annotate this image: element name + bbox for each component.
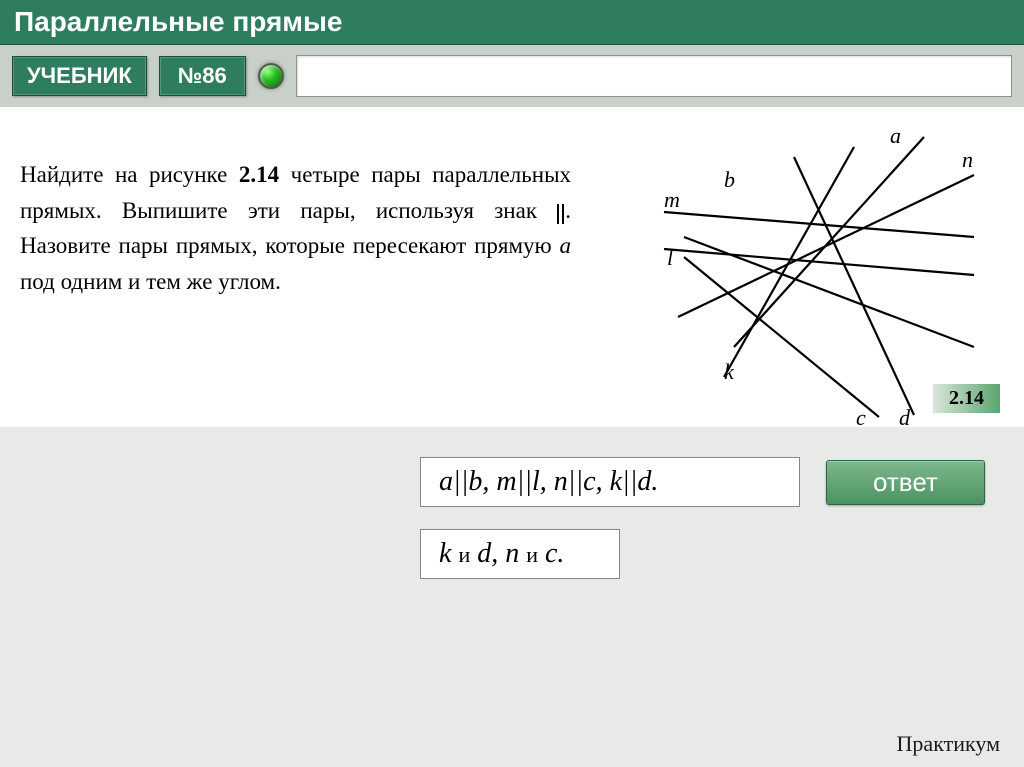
- toolbar: УЧЕБНИК №86: [0, 45, 1024, 107]
- page-title: Параллельные прямые: [14, 6, 343, 37]
- line-label-b: b: [724, 167, 735, 192]
- textbook-button[interactable]: УЧЕБНИК: [12, 56, 147, 96]
- problem-number-badge: №86: [159, 56, 246, 96]
- line-m: [664, 212, 974, 237]
- answer-zone: a||b, m||l, n||c, k||d. ответ k и d, n и…: [0, 427, 1024, 631]
- problem-text-seg1: Найдите на рисунке: [20, 162, 239, 187]
- answer-box-2: k и d, n и c.: [420, 529, 620, 579]
- page-header: Параллельные прямые: [0, 0, 1024, 45]
- answer-button[interactable]: ответ: [826, 460, 985, 505]
- lines-diagram: a b n m l k c d: [624, 127, 984, 437]
- line-c: [684, 257, 879, 417]
- title-input[interactable]: [296, 55, 1012, 97]
- line-label-a: a: [890, 127, 901, 148]
- line-label-k: k: [724, 359, 735, 384]
- problem-panel: Найдите на рисунке 2.14 четыре пары пара…: [0, 107, 1024, 427]
- answer-row-2: k и d, n и c.: [420, 529, 1004, 579]
- line-label-d: d: [899, 405, 911, 430]
- line-label-m: m: [664, 187, 680, 212]
- line-label-n: n: [962, 147, 973, 172]
- line-a: [734, 137, 924, 347]
- figure-label: 2.14: [933, 384, 1000, 413]
- figure-reference: 2.14: [239, 162, 279, 187]
- status-indicator-icon: [258, 63, 284, 89]
- line-a-ref: a: [560, 233, 572, 258]
- diagram-container: abnmlkcd 2.14: [591, 127, 1004, 417]
- problem-text-seg4: под одним и тем же углом.: [20, 269, 281, 294]
- answer-box-1: a||b, m||l, n||c, k||d.: [420, 457, 800, 507]
- footer-label: Практикум: [897, 731, 1000, 757]
- problem-text: Найдите на рисунке 2.14 четыре пары пара…: [20, 127, 571, 417]
- line-label-l: l: [667, 245, 673, 270]
- answer-row-1: a||b, m||l, n||c, k||d. ответ: [420, 457, 1004, 507]
- line-label-c: c: [856, 405, 866, 430]
